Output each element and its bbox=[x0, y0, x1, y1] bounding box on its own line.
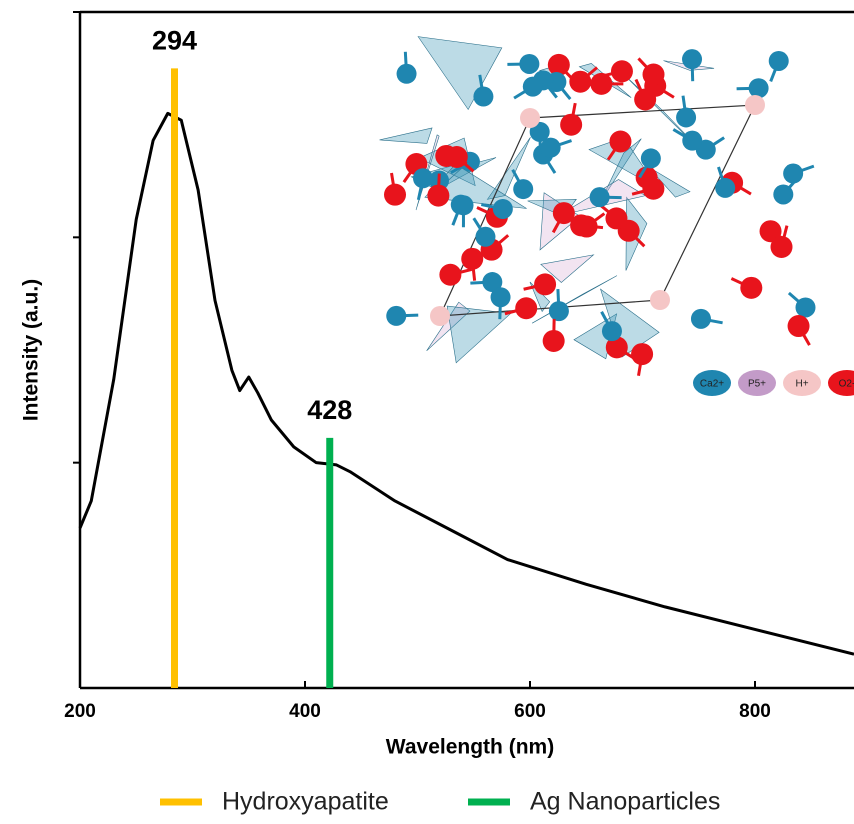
atom bbox=[641, 148, 661, 168]
atom bbox=[795, 297, 815, 317]
x-tick-label: 800 bbox=[739, 701, 771, 722]
atom bbox=[475, 227, 495, 247]
atom bbox=[691, 309, 711, 329]
atom-legend-label: Ca2+ bbox=[700, 379, 724, 390]
atom bbox=[549, 301, 569, 321]
crystal-structure bbox=[380, 37, 816, 376]
chart: Wavelength (nm) Intensity (a.u.) Ca2+ P5+… bbox=[0, 0, 854, 824]
atom bbox=[386, 306, 406, 326]
atom bbox=[611, 60, 633, 82]
atom bbox=[682, 49, 702, 69]
atom bbox=[609, 130, 631, 152]
atom bbox=[523, 77, 543, 97]
atom bbox=[427, 185, 449, 207]
x-axis-label: Wavelength (nm) bbox=[386, 736, 554, 759]
atom bbox=[491, 287, 511, 307]
atom bbox=[771, 236, 793, 258]
atom bbox=[543, 330, 565, 352]
atom bbox=[682, 131, 702, 151]
atom bbox=[397, 64, 417, 84]
atom bbox=[773, 184, 793, 204]
atom bbox=[513, 179, 533, 199]
marker-label: 294 bbox=[152, 25, 197, 55]
atom bbox=[519, 54, 539, 74]
atom bbox=[493, 199, 513, 219]
atom-legend-label: P5+ bbox=[748, 379, 766, 390]
atom bbox=[590, 187, 610, 207]
atom bbox=[560, 114, 582, 136]
atom bbox=[650, 290, 670, 310]
atom bbox=[740, 277, 762, 299]
atom bbox=[569, 71, 591, 93]
atom bbox=[643, 64, 665, 86]
atom bbox=[451, 195, 471, 215]
atom bbox=[534, 273, 556, 295]
x-tick-label: 400 bbox=[289, 701, 321, 722]
legend-label: Hydroxyapatite bbox=[222, 788, 389, 816]
atom-legend-label: H+ bbox=[795, 379, 808, 390]
atom bbox=[413, 168, 433, 188]
atom bbox=[783, 164, 803, 184]
atom bbox=[570, 214, 592, 236]
atom bbox=[430, 306, 450, 326]
y-axis-label: Intensity (a.u.) bbox=[20, 279, 43, 421]
atom bbox=[676, 107, 696, 127]
atom bbox=[605, 207, 627, 229]
x-tick-label: 600 bbox=[514, 701, 546, 722]
atom bbox=[634, 88, 656, 110]
atom bbox=[642, 178, 664, 200]
atom bbox=[520, 108, 540, 128]
atom bbox=[473, 87, 493, 107]
atom bbox=[461, 248, 483, 270]
x-tick-label: 200 bbox=[64, 701, 96, 722]
atom bbox=[439, 264, 461, 286]
atom bbox=[602, 321, 622, 341]
atom bbox=[541, 138, 561, 158]
atom bbox=[749, 78, 769, 98]
atom bbox=[769, 51, 789, 71]
atom bbox=[631, 343, 653, 365]
atom bbox=[446, 146, 468, 168]
atom bbox=[515, 297, 537, 319]
atom bbox=[384, 184, 406, 206]
atom bbox=[715, 178, 735, 198]
atom bbox=[590, 73, 612, 95]
atom bbox=[745, 95, 765, 115]
polyhedron bbox=[380, 128, 432, 143]
marker-label: 428 bbox=[307, 395, 352, 425]
atom-legend-label: O2- bbox=[839, 379, 854, 390]
legend-label: Ag Nanoparticles bbox=[530, 788, 720, 816]
atom bbox=[788, 315, 810, 337]
